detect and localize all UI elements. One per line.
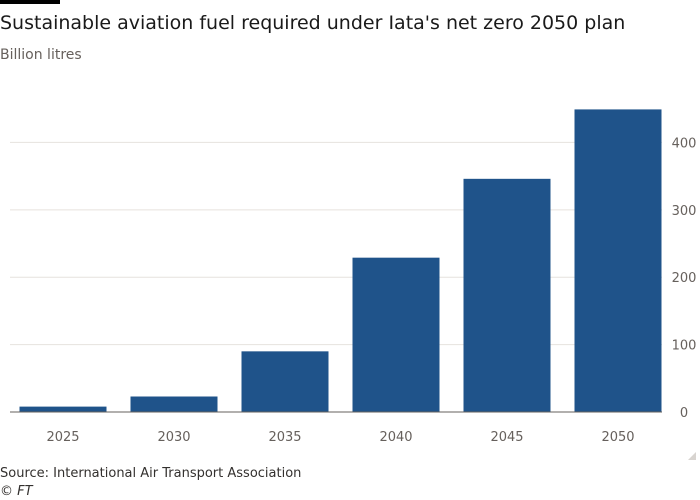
x-tick-label-2025: 2025 (46, 430, 79, 445)
x-tick-labels: 2025 2030 2035 2040 2045 2050 (46, 430, 634, 445)
y-tick-label-300: 300 (672, 204, 697, 219)
bar-2035 (241, 351, 329, 412)
bar-2040 (352, 257, 440, 412)
source-note: Source: International Air Transport Asso… (0, 466, 302, 481)
corner-mark (688, 452, 696, 460)
y-tick-label-0: 0 (680, 406, 688, 421)
bar-2025 (19, 406, 107, 412)
y-tick-label-100: 100 (672, 339, 697, 354)
x-tick-label-2030: 2030 (157, 430, 190, 445)
x-tick-label-2035: 2035 (268, 430, 301, 445)
ft-credit: © FT (0, 484, 33, 499)
y-tick-label-400: 400 (672, 136, 697, 151)
x-tick-label-2040: 2040 (379, 430, 412, 445)
x-tick-label-2050: 2050 (601, 430, 634, 445)
chart-subtitle: Billion litres (0, 47, 82, 63)
bar-2050 (574, 109, 662, 413)
x-tick-label-2045: 2045 (490, 430, 523, 445)
bars (19, 109, 662, 413)
bar-2045 (463, 178, 551, 412)
chart-title: Sustainable aviation fuel required under… (0, 12, 626, 34)
brand-rule (0, 0, 60, 4)
gridlines (10, 141, 662, 346)
bar-2030 (130, 396, 218, 412)
y-tick-labels: 0 100 200 300 400 (672, 136, 697, 421)
y-tick-label-200: 200 (672, 271, 697, 286)
